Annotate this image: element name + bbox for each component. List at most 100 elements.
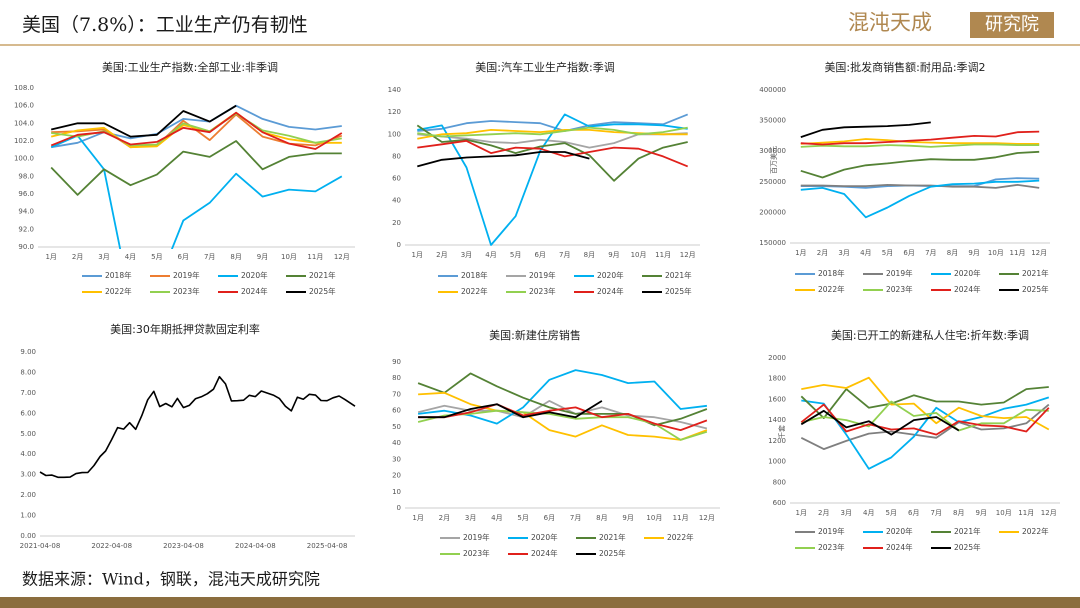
x-tick-label: 2月 [439,514,450,522]
y-tick-label: 60 [392,175,401,183]
x-tick-label: 8月 [596,514,607,522]
x-tick-label: 5月 [886,509,897,517]
y-tick-label: 100.0 [14,155,34,163]
y-tick-label: 120 [388,108,401,116]
y-tick-label: 1.00 [20,512,36,520]
y-tick-label: 50 [392,423,401,431]
series-line [50,111,343,150]
legend-label: 2024年 [954,284,981,294]
x-tick-label: 6月 [903,249,914,257]
x-tick-label: 3月 [461,251,472,259]
legend-label: 2020年 [886,526,913,536]
x-tick-label: 1月 [45,253,56,261]
y-tick-label: 40 [392,197,401,205]
chart-title: 美国:批发商销售额:耐用品:季调2 [824,60,985,74]
y-tick-label: 98.0 [18,172,34,180]
x-tick-label: 10月 [996,509,1012,517]
y-tick-label: 250000 [759,178,786,186]
y-axis-label: 千套 [777,425,786,439]
x-tick-label: 1月 [796,509,807,517]
x-tick-label: 1月 [795,249,806,257]
legend-label: 2018年 [105,270,132,280]
x-tick-label: 9月 [976,509,987,517]
x-tick-label: 2024-04-08 [235,542,276,550]
y-tick-label: 800 [773,478,786,486]
series-line [418,403,708,431]
legend-label: 2020年 [954,268,981,278]
y-tick-label: 92.0 [18,225,34,233]
x-tick-label: 9月 [968,249,979,257]
y-tick-label: 300000 [759,147,786,155]
x-tick-label: 12月 [680,251,696,259]
legend-label: 2022年 [667,532,694,542]
y-tick-label: 5.00 [20,430,36,438]
legend-label: 2019年 [463,532,490,542]
legend-label: 2025年 [954,542,981,552]
series-line [800,138,1040,145]
x-tick-label: 1月 [412,514,423,522]
x-tick-label: 3月 [838,249,849,257]
series-line [800,121,931,138]
series-line [417,126,688,138]
legend-label: 2022年 [105,286,132,296]
x-tick-label: 4月 [860,249,871,257]
y-tick-label: 0 [397,241,401,249]
series-line [800,403,1050,450]
x-tick-label: 5月 [882,249,893,257]
x-tick-label: 10月 [631,251,647,259]
y-tick-label: 30 [392,455,401,463]
series-line [800,143,1040,148]
x-tick-label: 5月 [151,253,162,261]
y-tick-label: 3.00 [20,471,36,479]
series-line [800,179,1040,219]
x-tick-label: 11月 [1018,509,1034,517]
source-note: 数据来源：Wind，钢联，混沌天成研究院 [22,570,320,589]
y-tick-label: 6.00 [20,409,36,417]
series-line [416,124,688,182]
y-tick-label: 2.00 [20,491,36,499]
y-axis-label: 百万美元 [769,146,778,174]
legend-label: 2025年 [599,548,626,558]
y-tick-label: 80 [392,152,401,160]
y-tick-label: 8.00 [20,368,36,376]
y-tick-label: 0.00 [20,532,36,540]
y-tick-label: 7.00 [20,389,36,397]
x-tick-label: 4月 [863,509,874,517]
chart-title: 美国:新建住房销售 [489,328,581,342]
series-line [801,400,1049,432]
legend-label: 2018年 [461,270,488,280]
x-tick-label: 2022-04-08 [91,542,132,550]
x-tick-label: 10月 [646,514,662,522]
x-tick-label: 10月 [281,253,297,261]
series-line [50,104,237,138]
x-tick-label: 2021-04-08 [20,542,61,550]
series-line [50,134,343,249]
legend-label: 2020年 [597,270,624,280]
y-tick-label: 106.0 [14,102,34,110]
x-tick-label: 3月 [841,509,852,517]
x-tick-label: 9月 [622,514,633,522]
legend-label: 2024年 [886,542,913,552]
x-tick-label: 12月 [1031,249,1047,257]
legend-label: 2021年 [309,270,336,280]
x-tick-label: 7月 [931,509,942,517]
chart-title: 美国:工业生产指数:全部工业:非季调 [102,60,278,74]
chart-title: 美国:汽车工业生产指数:季调 [475,60,614,74]
y-tick-label: 108.0 [14,84,34,92]
y-tick-label: 10 [392,488,401,496]
y-tick-label: 600 [773,499,786,507]
x-tick-label: 2023-04-08 [163,542,204,550]
x-tick-label: 5月 [517,514,528,522]
x-tick-label: 2月 [818,509,829,517]
legend-label: 2019年 [886,268,913,278]
series-line [800,403,1050,436]
x-tick-label: 8月 [230,253,241,261]
series-line [417,409,708,441]
legend-label: 2023年 [173,286,200,296]
x-tick-label: 11月 [307,253,323,261]
x-tick-label: 11月 [655,251,671,259]
y-tick-label: 20 [392,219,401,227]
y-tick-label: 90 [392,358,401,366]
x-tick-label: 4月 [491,514,502,522]
legend-label: 2021年 [599,532,626,542]
